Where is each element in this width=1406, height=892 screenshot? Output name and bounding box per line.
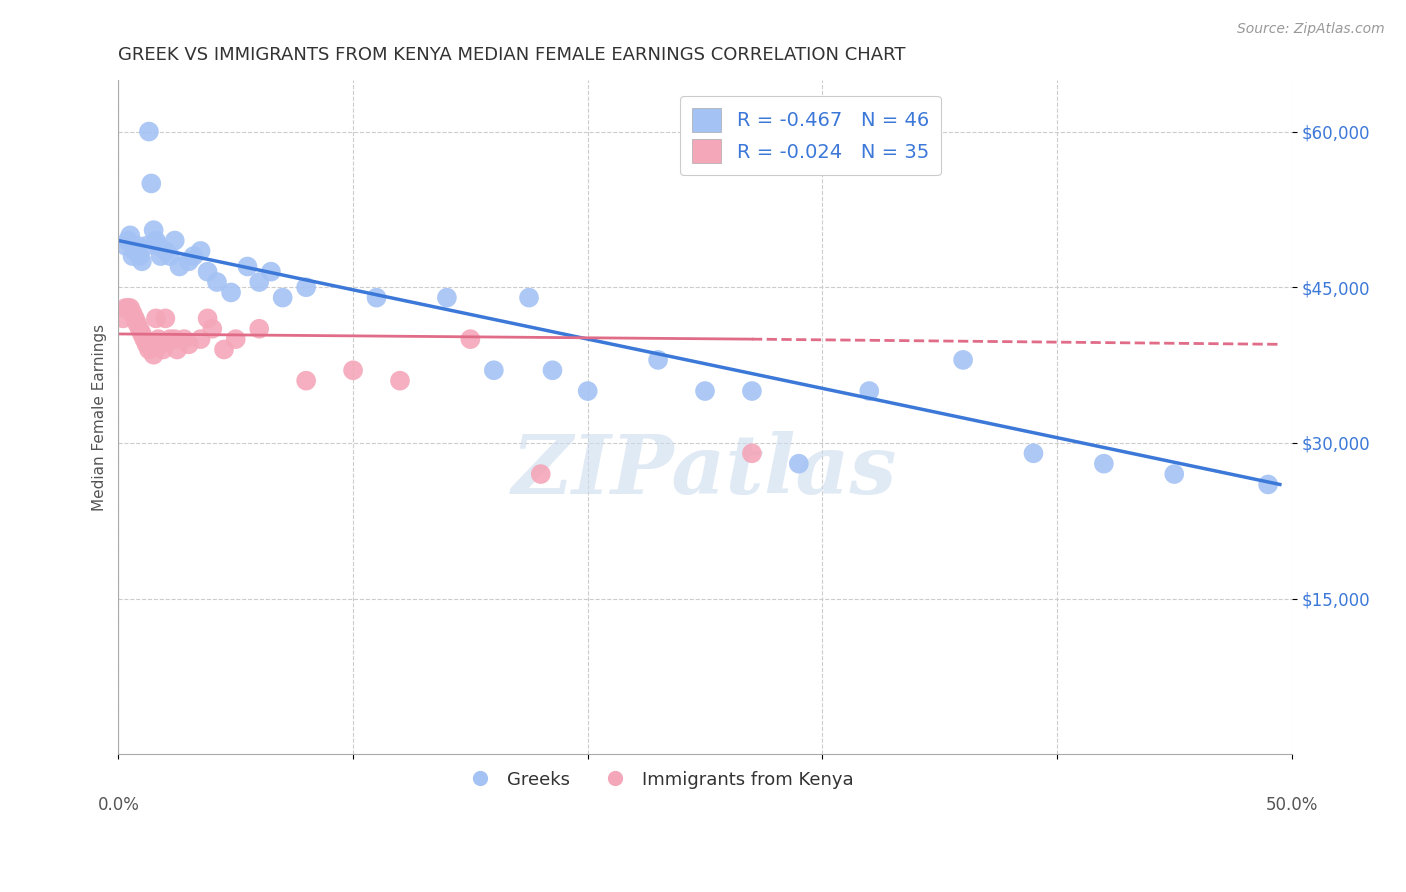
Point bbox=[366, 291, 388, 305]
Point bbox=[197, 265, 219, 279]
Point bbox=[155, 311, 177, 326]
Point bbox=[112, 311, 135, 326]
Point bbox=[121, 306, 143, 320]
Text: GREEK VS IMMIGRANTS FROM KENYA MEDIAN FEMALE EARNINGS CORRELATION CHART: GREEK VS IMMIGRANTS FROM KENYA MEDIAN FE… bbox=[118, 46, 905, 64]
Point bbox=[260, 265, 283, 279]
Point bbox=[131, 326, 153, 341]
Point bbox=[120, 228, 142, 243]
Point bbox=[121, 249, 143, 263]
Point bbox=[236, 260, 259, 274]
Point bbox=[460, 332, 482, 346]
Point bbox=[205, 275, 228, 289]
Point bbox=[482, 363, 505, 377]
Point bbox=[124, 311, 146, 326]
Point bbox=[1022, 446, 1045, 460]
Point bbox=[858, 384, 880, 398]
Point bbox=[114, 301, 136, 315]
Point bbox=[952, 352, 974, 367]
Point bbox=[436, 291, 458, 305]
Point bbox=[148, 332, 170, 346]
Point bbox=[576, 384, 599, 398]
Point bbox=[142, 348, 165, 362]
Text: 0.0%: 0.0% bbox=[97, 796, 139, 814]
Point bbox=[131, 254, 153, 268]
Point bbox=[138, 124, 160, 138]
Legend: Greeks, Immigrants from Kenya: Greeks, Immigrants from Kenya bbox=[456, 764, 862, 796]
Point bbox=[190, 244, 212, 258]
Y-axis label: Median Female Earnings: Median Female Earnings bbox=[93, 324, 107, 510]
Point bbox=[271, 291, 294, 305]
Point bbox=[155, 244, 177, 258]
Point bbox=[134, 332, 156, 346]
Point bbox=[295, 280, 318, 294]
Point bbox=[177, 337, 200, 351]
Point bbox=[517, 291, 540, 305]
Point bbox=[295, 374, 318, 388]
Point bbox=[163, 234, 186, 248]
Point bbox=[177, 254, 200, 268]
Point bbox=[693, 384, 716, 398]
Point bbox=[114, 238, 136, 252]
Point bbox=[169, 260, 191, 274]
Point bbox=[127, 238, 149, 252]
Point bbox=[152, 343, 174, 357]
Point bbox=[148, 238, 170, 252]
Point bbox=[127, 317, 149, 331]
Point bbox=[117, 301, 139, 315]
Point bbox=[741, 384, 763, 398]
Point bbox=[166, 343, 188, 357]
Point bbox=[145, 234, 167, 248]
Point bbox=[138, 343, 160, 357]
Point bbox=[1257, 477, 1279, 491]
Point bbox=[530, 467, 553, 481]
Text: ZIPatlas: ZIPatlas bbox=[512, 431, 898, 511]
Point bbox=[247, 322, 270, 336]
Point bbox=[741, 446, 763, 460]
Point bbox=[190, 332, 212, 346]
Point bbox=[120, 301, 142, 315]
Point bbox=[173, 332, 195, 346]
Point bbox=[647, 352, 669, 367]
Point bbox=[787, 457, 810, 471]
Point bbox=[142, 223, 165, 237]
Point bbox=[124, 244, 146, 258]
Point bbox=[388, 374, 411, 388]
Point bbox=[135, 337, 157, 351]
Point bbox=[212, 343, 235, 357]
Point bbox=[225, 332, 247, 346]
Point bbox=[149, 249, 172, 263]
Point bbox=[141, 177, 163, 191]
Point bbox=[201, 322, 224, 336]
Text: 50.0%: 50.0% bbox=[1265, 796, 1317, 814]
Point bbox=[247, 275, 270, 289]
Point bbox=[145, 311, 167, 326]
Point bbox=[541, 363, 564, 377]
Text: Source: ZipAtlas.com: Source: ZipAtlas.com bbox=[1237, 22, 1385, 37]
Point bbox=[159, 332, 181, 346]
Point bbox=[117, 234, 139, 248]
Point bbox=[135, 238, 157, 252]
Point bbox=[159, 249, 181, 263]
Point bbox=[128, 249, 150, 263]
Point bbox=[149, 337, 172, 351]
Point bbox=[342, 363, 364, 377]
Point bbox=[128, 322, 150, 336]
Point bbox=[197, 311, 219, 326]
Point bbox=[1092, 457, 1115, 471]
Point bbox=[163, 332, 186, 346]
Point bbox=[219, 285, 242, 300]
Point bbox=[1163, 467, 1185, 481]
Point bbox=[183, 249, 205, 263]
